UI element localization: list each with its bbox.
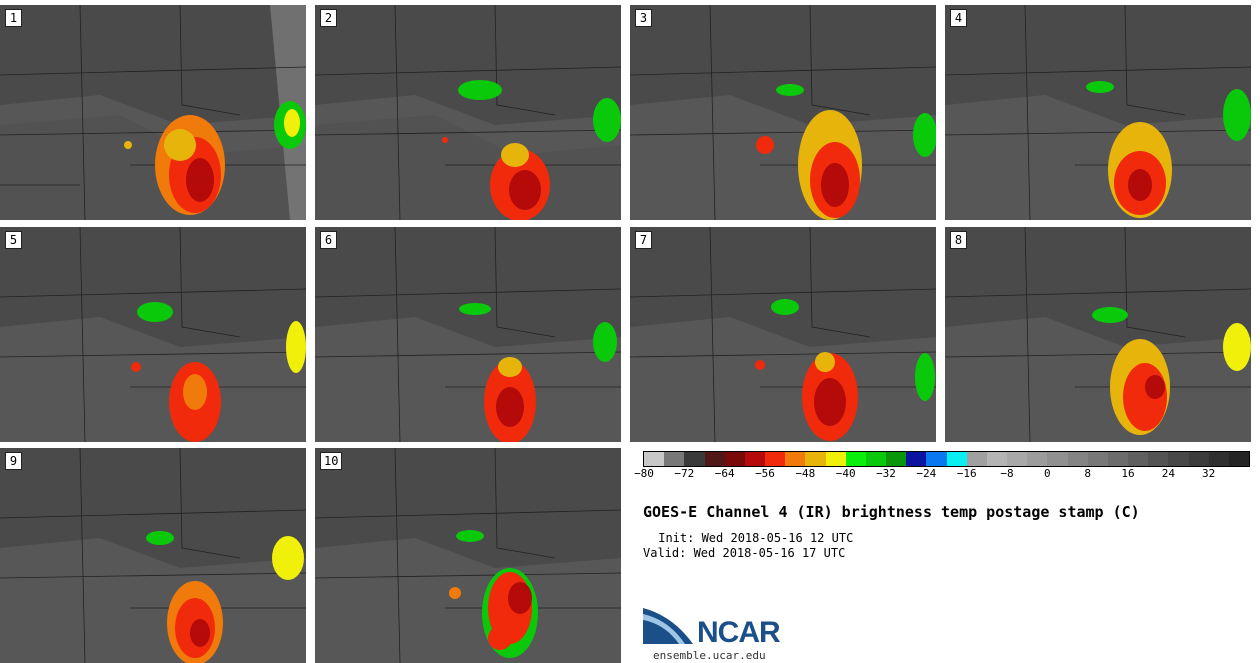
colorbar-segment [946, 452, 967, 466]
ensemble-panel: 9 [0, 448, 306, 663]
colorbar-tick-label: 16 [1121, 467, 1135, 480]
colorbar-segment [1128, 452, 1149, 466]
colorbar-segment [1148, 452, 1169, 466]
colorbar-segment [1188, 452, 1209, 466]
temperature-colorbar [643, 451, 1250, 467]
colorbar-segment [785, 452, 806, 466]
ensemble-panel: 10 [315, 448, 621, 663]
ensemble-panel: 2 [315, 5, 621, 220]
panel-number: 4 [950, 9, 967, 27]
ir-satellite-map [0, 227, 306, 442]
colorbar-tick-label: −56 [755, 467, 775, 480]
colorbar-tick-label: −80 [634, 467, 654, 480]
ir-satellite-map [315, 5, 621, 220]
ir-satellite-map [945, 227, 1251, 442]
colorbar-tick-label: −40 [835, 467, 856, 480]
panel-number: 6 [320, 231, 337, 249]
colorbar-segment [684, 452, 705, 466]
colorbar-tick-label: −8 [1000, 467, 1014, 480]
colorbar-tick-label: 32 [1202, 467, 1216, 480]
colorbar-tick-label: −72 [674, 467, 695, 480]
product-title: GOES-E Channel 4 (IR) brightness temp po… [643, 503, 1140, 521]
ensemble-panel: 8 [945, 227, 1251, 442]
website-url: ensemble.ucar.edu [653, 649, 766, 662]
colorbar-segment [724, 452, 745, 466]
ir-satellite-map [945, 5, 1251, 220]
colorbar-tick-label: −48 [795, 467, 816, 480]
colorbar-segment [1027, 452, 1048, 466]
ensemble-panel: 5 [0, 227, 306, 442]
colorbar-segment [805, 452, 826, 466]
colorbar-tick-label: −16 [956, 467, 977, 480]
ir-satellite-map [630, 227, 936, 442]
storm-complex [124, 101, 306, 215]
colorbar-tick-label: 8 [1084, 467, 1091, 480]
colorbar-tick-label: −24 [916, 467, 937, 480]
colorbar-segment [986, 452, 1008, 466]
ensemble-panel: 1 [0, 5, 306, 220]
ir-satellite-map [0, 448, 306, 663]
panel-number: 9 [5, 452, 22, 470]
init-time: Init: Wed 2018-05-16 12 UTC [651, 531, 854, 545]
colorbar-segment [1047, 452, 1068, 466]
colorbar-segment [1067, 452, 1088, 466]
colorbar-segment [1228, 452, 1250, 466]
colorbar-tick-label: 0 [1044, 467, 1051, 480]
ensemble-panel: 7 [630, 227, 936, 442]
colorbar-segment [926, 452, 947, 466]
colorbar-segment [1208, 452, 1229, 466]
panel-number: 5 [5, 231, 22, 249]
panel-number: 8 [950, 231, 967, 249]
colorbar-segment [1087, 452, 1108, 466]
colorbar-segment [644, 452, 665, 466]
panel-number: 10 [320, 452, 343, 470]
panel-number: 7 [635, 231, 652, 249]
colorbar-segment [1107, 452, 1129, 466]
colorbar-segment [765, 452, 786, 466]
colorbar-segment [744, 452, 766, 466]
panel-number: 1 [5, 9, 22, 27]
colorbar-segment [1168, 452, 1189, 466]
colorbar-tick-label: −64 [714, 467, 735, 480]
org-name: NCAR [697, 616, 781, 649]
colorbar-ticks: −80 −72 −64 −56 −48 −40 −32 −24 −16 −8 0 8 16 24 32 [634, 467, 1250, 481]
colorbar-segment [865, 452, 887, 466]
colorbar-segment [1007, 452, 1028, 466]
ir-satellite-map [630, 5, 936, 220]
valid-time: Valid: Wed 2018-05-16 17 UTC [643, 546, 846, 560]
ensemble-panel: 6 [315, 227, 621, 442]
colorbar-segment [704, 452, 725, 466]
colorbar-segment [845, 452, 866, 466]
ncar-logo-icon [643, 608, 693, 644]
panel-number: 2 [320, 9, 337, 27]
colorbar-segment [906, 452, 927, 466]
panel-number: 3 [635, 9, 652, 27]
colorbar-segment [664, 452, 685, 466]
colorbar-segment [825, 452, 846, 466]
ir-satellite-map [0, 5, 306, 220]
colorbar-tick-label: 24 [1161, 467, 1175, 480]
ir-satellite-map [315, 227, 621, 442]
ensemble-panel: 4 [945, 5, 1251, 220]
colorbar-segment [886, 452, 907, 466]
colorbar-segment [966, 452, 987, 466]
ensemble-panel: 3 [630, 5, 936, 220]
colorbar-tick-label: −32 [876, 467, 896, 480]
ir-satellite-map [315, 448, 621, 663]
